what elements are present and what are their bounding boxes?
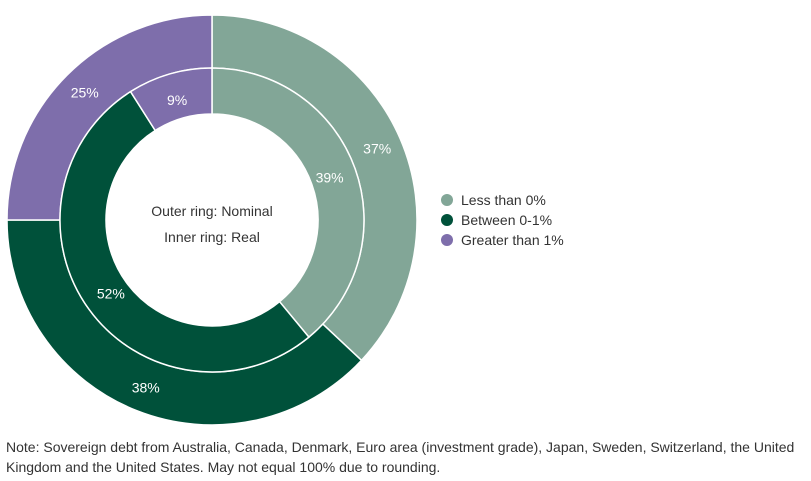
inner-slice-less-than-0 [211, 67, 365, 339]
legend-item-less-than-0: Less than 0% [441, 190, 564, 210]
inner-ring-real [59, 67, 365, 373]
legend: Less than 0% Between 0-1% Greater than 1… [441, 190, 564, 250]
inner-slice-between-0-1 [59, 90, 310, 373]
legend-item-between-0-1: Between 0-1% [441, 210, 564, 230]
legend-swatch-greater-than-1 [441, 234, 453, 246]
legend-item-greater-than-1: Greater than 1% [441, 230, 564, 250]
inner-slice-label-between-0-1: 52% [97, 285, 125, 301]
inner-slice-label-less-than-0: 39% [316, 170, 344, 186]
legend-swatch-between-0-1 [441, 214, 453, 226]
inner-slice-greater-than-1 [129, 67, 213, 132]
legend-label: Between 0-1% [461, 212, 553, 228]
center-label-inner: Inner ring: Real [164, 229, 260, 245]
outer-slice-label-between-0-1: 38% [132, 379, 160, 395]
legend-label: Less than 0% [461, 192, 546, 208]
chart-note: Note: Sovereign debt from Australia, Can… [6, 439, 795, 475]
center-label-outer: Outer ring: Nominal [151, 203, 272, 219]
slice-labels: 37% 38% 25% 39% 52% 9% [71, 85, 392, 396]
inner-slice-label-greater-than-1: 9% [167, 92, 187, 108]
outer-slice-label-less-than-0: 37% [363, 141, 391, 157]
outer-slice-label-greater-than-1: 25% [71, 85, 99, 101]
donut-chart: 37% 38% 25% 39% 52% 9% Outer ring: Nominal In… [6, 14, 418, 426]
legend-swatch-less-than-0 [441, 194, 453, 206]
legend-label: Greater than 1% [461, 232, 564, 248]
